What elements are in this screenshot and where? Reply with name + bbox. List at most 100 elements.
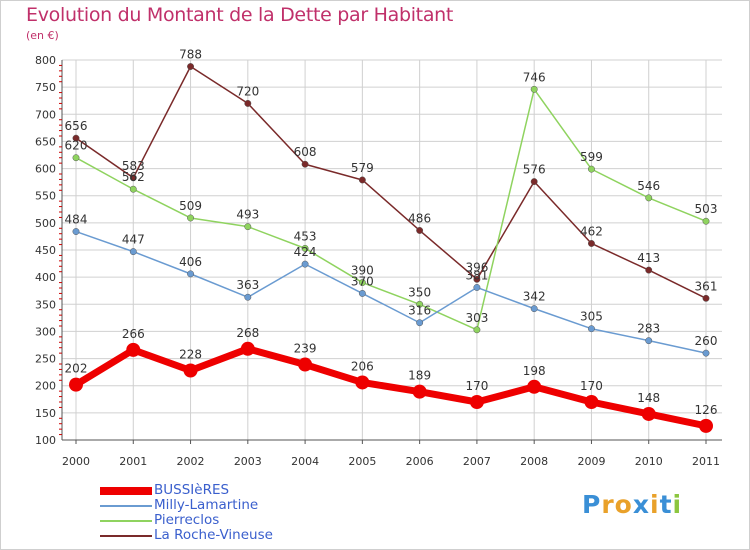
- chart-title: Evolution du Montant de la Dette par Hab…: [26, 4, 454, 26]
- data-label: 126: [695, 403, 718, 417]
- data-point: [187, 63, 194, 70]
- y-tick-label: 200: [35, 380, 56, 393]
- y-tick-label: 650: [35, 135, 56, 148]
- data-label: 599: [580, 150, 603, 164]
- data-point: [702, 349, 710, 357]
- data-label: 370: [351, 274, 374, 288]
- x-tick-label: 2004: [291, 455, 319, 468]
- data-label: 462: [580, 224, 603, 238]
- y-tick-label: 250: [35, 353, 56, 366]
- data-label: 361: [695, 279, 718, 293]
- data-point: [416, 319, 424, 327]
- data-label: 202: [65, 362, 88, 376]
- x-tick-label: 2010: [635, 455, 663, 468]
- y-tick-label: 800: [35, 54, 56, 67]
- data-label: 170: [580, 379, 603, 393]
- data-point: [301, 244, 309, 252]
- data-point: [527, 379, 542, 394]
- data-point: [358, 176, 366, 184]
- data-label: 283: [637, 322, 660, 336]
- series-line-1: [75, 230, 707, 354]
- data-point: [588, 325, 595, 333]
- logo-letter: o: [614, 490, 633, 519]
- logo-letter: i: [672, 490, 683, 519]
- data-point: [126, 342, 141, 357]
- legend-label: Pierreclos: [154, 512, 220, 528]
- data-point: [187, 214, 194, 222]
- data-point: [584, 395, 599, 409]
- data-label: 206: [351, 359, 374, 373]
- legend-item: BUSSIèRES: [100, 483, 273, 498]
- data-labels: 202 266 228 268 239 206 189 170 198 170 148 126 484 4…: [65, 48, 718, 417]
- data-label: 493: [236, 208, 259, 222]
- data-point: [69, 377, 83, 392]
- y-tick-label: 750: [35, 81, 56, 94]
- y-tick-label: 150: [35, 407, 56, 420]
- data-label: 413: [637, 251, 660, 265]
- logo-letter: t: [659, 490, 673, 519]
- y-tick-label: 300: [35, 325, 56, 338]
- data-point: [702, 217, 710, 225]
- data-label: 148: [637, 391, 660, 405]
- legend-item: Pierreclos: [100, 513, 273, 528]
- legend-label: La Roche-Vineuse: [154, 527, 273, 543]
- data-point: [641, 406, 656, 421]
- legend-label: Milly-Lamartine: [154, 497, 259, 513]
- legend-swatch: [100, 504, 152, 507]
- data-label: 579: [351, 161, 374, 175]
- data-point: [645, 266, 653, 274]
- data-label: 350: [408, 285, 431, 299]
- logo-letter: x: [632, 490, 650, 519]
- data-label: 381: [465, 268, 488, 282]
- legend-swatch: [100, 519, 152, 522]
- x-tick-label: 2005: [348, 455, 376, 468]
- data-point: [244, 223, 252, 231]
- data-point: [473, 326, 481, 334]
- data-point: [301, 160, 309, 168]
- data-point: [469, 395, 484, 409]
- data-label: 453: [294, 229, 317, 243]
- x-tick-label: 2007: [463, 455, 491, 468]
- data-point: [183, 363, 198, 378]
- series-line-0: [72, 345, 710, 430]
- data-point: [72, 154, 80, 162]
- data-label: 656: [65, 119, 88, 133]
- x-tick-label: 2003: [234, 455, 262, 468]
- data-point: [473, 284, 481, 291]
- data-label: 239: [294, 342, 317, 356]
- legend-swatch: [100, 486, 152, 495]
- proxiti-logo: Proxiti: [582, 490, 682, 519]
- data-point: [129, 248, 137, 256]
- data-label: 228: [179, 348, 202, 362]
- tick-labels: 100 150 200 250 300 350 400 450 500 550 600 650 700 7…: [35, 54, 720, 468]
- data-point: [699, 418, 713, 433]
- data-point: [702, 294, 710, 302]
- data-label: 260: [695, 334, 718, 348]
- data-point: [301, 260, 309, 268]
- y-tick-label: 100: [35, 434, 56, 447]
- series-line-2: [75, 88, 707, 331]
- data-label: 396: [465, 260, 488, 274]
- data-point: [530, 85, 538, 93]
- data-label: 406: [179, 255, 202, 269]
- data-label: 424: [294, 245, 317, 259]
- data-label: 390: [351, 264, 374, 278]
- data-point: [187, 270, 194, 278]
- series-lines: [69, 63, 713, 433]
- data-label: 170: [465, 379, 488, 393]
- data-label: 342: [523, 290, 546, 304]
- y-tick-label: 450: [35, 244, 56, 257]
- y-tick-label: 500: [35, 217, 56, 230]
- data-point: [240, 341, 255, 356]
- logo-letter: r: [601, 490, 615, 519]
- data-label: 486: [408, 211, 431, 225]
- data-label: 720: [236, 84, 259, 98]
- y-tick-label: 600: [35, 163, 56, 176]
- x-tick-label: 2000: [62, 455, 90, 468]
- data-label: 305: [580, 310, 603, 324]
- data-label: 620: [65, 139, 88, 153]
- data-point: [416, 300, 424, 308]
- data-point: [298, 357, 313, 372]
- data-label: 583: [122, 159, 145, 173]
